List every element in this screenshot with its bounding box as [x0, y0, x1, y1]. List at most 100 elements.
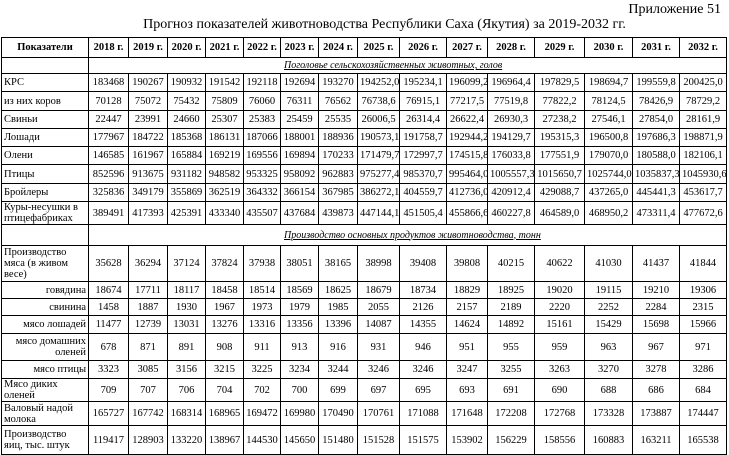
value-cell: 168965	[205, 401, 244, 426]
value-cell: 39808	[446, 245, 488, 282]
value-cell: 37938	[243, 245, 281, 282]
value-cell: 389491	[88, 201, 129, 225]
value-cell: 1967	[205, 298, 244, 316]
value-cell: 195315,3	[534, 128, 585, 147]
row-label: говядина	[1, 281, 89, 299]
value-cell: 420912,4	[487, 183, 535, 202]
value-cell: 76311	[280, 91, 319, 111]
value-cell: 364332	[243, 183, 281, 202]
table-row: Птицы 852596 913675 931182 948582 953325 95809…	[1, 164, 727, 184]
column-header-indicators: Показатели	[1, 37, 89, 58]
value-cell: 75072	[128, 91, 168, 111]
appendix-label: Приложение 51	[628, 2, 721, 17]
value-cell: 3255	[487, 360, 535, 379]
value-cell: 435507	[243, 201, 281, 225]
value-cell: 138967	[205, 425, 244, 455]
value-cell: 445441,3	[632, 183, 680, 202]
value-cell: 464589,0	[534, 201, 585, 225]
value-cell: 70128	[88, 91, 129, 111]
value-cell: 13316	[243, 315, 281, 334]
value-cell: 198694,7	[584, 73, 633, 92]
value-cell: 13031	[167, 315, 206, 334]
value-cell: 690	[534, 378, 585, 402]
value-cell: 26622,4	[446, 110, 488, 129]
value-cell: 3156	[167, 360, 206, 379]
value-cell: 187066	[243, 128, 281, 147]
value-cell: 170490	[318, 401, 358, 426]
value-cell: 170233	[318, 146, 358, 165]
value-cell: 168314	[167, 401, 206, 426]
value-cell: 1458	[88, 298, 129, 316]
column-header-year: 2030 г.	[584, 37, 633, 58]
value-cell: 3225	[243, 360, 281, 379]
value-cell: 76738,6	[357, 91, 400, 111]
row-label: Производство яиц, тыс. штук	[1, 425, 89, 455]
value-cell: 172997,7	[399, 146, 447, 165]
value-cell: 688	[584, 378, 633, 402]
table-row: Бройлеры 325836 349179 355869 362519 364332 36…	[1, 183, 727, 202]
value-cell: 28161,9	[679, 110, 727, 129]
column-header-year: 2025 г.	[357, 37, 400, 58]
value-cell: 158556	[534, 425, 585, 455]
value-cell: 19210	[632, 281, 680, 299]
value-cell: 367985	[318, 183, 358, 202]
value-cell: 40622	[534, 245, 585, 282]
value-cell: 194252,0	[357, 73, 400, 92]
value-cell: 195234,1	[399, 73, 447, 92]
value-cell: 144530	[243, 425, 281, 455]
value-cell: 962883	[318, 164, 358, 184]
value-cell: 678	[88, 333, 129, 361]
value-cell: 198871,9	[679, 128, 727, 147]
table-row: Олени 146585 161967 165884 169219 169556 16989…	[1, 146, 727, 165]
value-cell: 186131	[205, 128, 244, 147]
value-cell: 3286	[679, 360, 727, 379]
value-cell: 197686,3	[632, 128, 680, 147]
value-cell: 25307	[205, 110, 244, 129]
value-cell: 1045930,6	[679, 164, 727, 184]
value-cell: 362519	[205, 183, 244, 202]
value-cell: 36294	[128, 245, 168, 282]
value-cell: 953325	[243, 164, 281, 184]
table-row: говядина 18674 17711 18117 18458 18514 18569 18…	[1, 281, 727, 299]
value-cell: 3215	[205, 360, 244, 379]
value-cell: 18625	[318, 281, 358, 299]
value-cell: 2126	[399, 298, 447, 316]
value-cell: 200425,0	[679, 73, 727, 92]
value-cell: 386272,1	[357, 183, 400, 202]
value-cell: 2284	[632, 298, 680, 316]
value-cell: 3246	[357, 360, 400, 379]
value-cell: 707	[128, 378, 168, 402]
column-header-year: 2029 г.	[534, 37, 585, 58]
value-cell: 1985	[318, 298, 358, 316]
value-cell: 2252	[584, 298, 633, 316]
value-cell: 14355	[399, 315, 447, 334]
value-cell: 18679	[357, 281, 400, 299]
value-cell: 171088	[399, 401, 447, 426]
value-cell: 151575	[399, 425, 447, 455]
table-row: свинина 1458 1887 1930 1967 1973 1979 1985 2055 2…	[1, 298, 727, 316]
value-cell: 76060	[243, 91, 281, 111]
value-cell: 451505,4	[399, 201, 447, 225]
value-cell: 14624	[446, 315, 488, 334]
value-cell: 23991	[128, 110, 168, 129]
value-cell: 15966	[679, 315, 727, 334]
value-cell: 25459	[280, 110, 319, 129]
value-cell: 931182	[167, 164, 206, 184]
value-cell: 169472	[243, 401, 281, 426]
column-header-year: 2031 г.	[632, 37, 680, 58]
value-cell: 151528	[357, 425, 400, 455]
row-label: Олени	[1, 146, 89, 165]
value-cell: 180588,0	[632, 146, 680, 165]
value-cell: 15698	[632, 315, 680, 334]
value-cell: 27238,2	[534, 110, 585, 129]
value-cell: 190932	[167, 73, 206, 92]
column-header-year: 2024 г.	[318, 37, 358, 58]
row-label: Производство мяса (в живом весе)	[1, 245, 89, 282]
value-cell: 196099,2	[446, 73, 488, 92]
table-row: Свиньи 22447 23991 24660 25307 25383 25459 2553…	[1, 110, 727, 129]
value-cell: 948582	[205, 164, 244, 184]
value-cell: 18829	[446, 281, 488, 299]
value-cell: 160883	[584, 425, 633, 455]
value-cell: 2055	[357, 298, 400, 316]
row-label: свинина	[1, 298, 89, 316]
